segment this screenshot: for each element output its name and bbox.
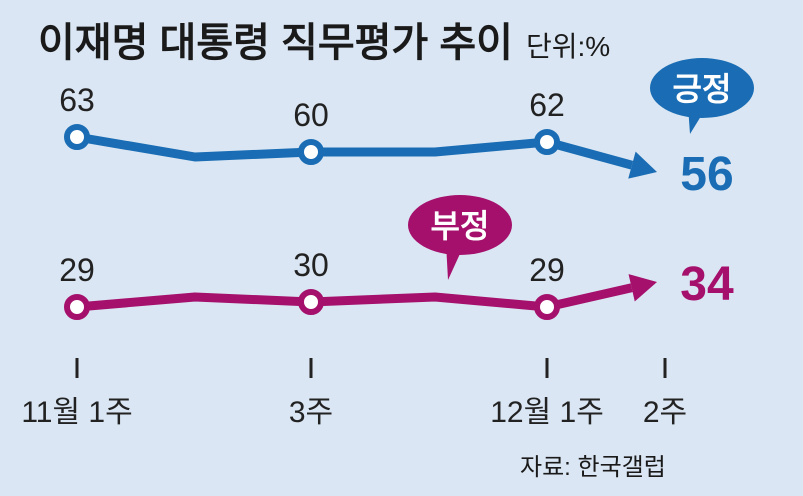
arrow-line bbox=[546, 283, 633, 312]
data-label: 29 bbox=[59, 252, 95, 288]
callout-bubble bbox=[408, 195, 512, 255]
legend-label: 부정 bbox=[431, 208, 490, 244]
data-point bbox=[298, 289, 324, 315]
unit-label: 단위:% bbox=[526, 31, 610, 62]
legend-label: 긍정 bbox=[673, 71, 732, 107]
x-tick-label: 2주 bbox=[643, 396, 687, 429]
data-label: 62 bbox=[529, 87, 565, 123]
x-tick-label: 12월 1주 bbox=[490, 396, 604, 429]
arrow-head bbox=[628, 151, 657, 179]
chart-title: 이재명 대통령 직무평가 추이 bbox=[38, 21, 513, 65]
x-tick-label: 11월 1주 bbox=[21, 396, 132, 429]
data-point bbox=[534, 129, 560, 155]
last-value-label: 56 bbox=[680, 148, 733, 201]
callout-bubble bbox=[650, 58, 754, 118]
x-tick-label: 3주 bbox=[289, 396, 333, 429]
last-value-label: 34 bbox=[680, 258, 734, 311]
arrow-line bbox=[545, 137, 634, 170]
data-label: 60 bbox=[293, 97, 329, 133]
data-point bbox=[534, 294, 560, 320]
arrow-head bbox=[628, 274, 657, 302]
data-point bbox=[64, 294, 90, 320]
data-point bbox=[64, 124, 90, 150]
data-point bbox=[298, 139, 324, 165]
data-label: 29 bbox=[529, 252, 565, 288]
source-label: 자료: 한국갤럽 bbox=[520, 454, 666, 481]
data-label: 30 bbox=[293, 247, 329, 283]
data-label: 63 bbox=[59, 82, 95, 118]
